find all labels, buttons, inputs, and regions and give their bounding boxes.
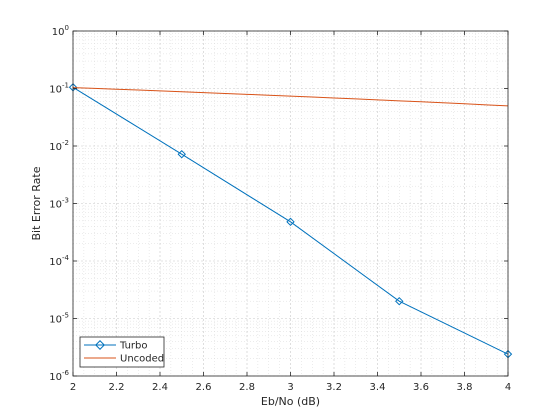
data-point-turbo bbox=[286, 217, 295, 227]
x-tick-label: 3.8 bbox=[457, 382, 473, 393]
x-tick-label: 2.2 bbox=[109, 382, 125, 393]
y-tick-label: 10-5 bbox=[49, 312, 69, 326]
x-tick-label: 2.4 bbox=[152, 382, 168, 393]
data-point-turbo bbox=[177, 149, 186, 159]
x-tick-label: 3.4 bbox=[370, 382, 386, 393]
y-tick-label: 10-1 bbox=[49, 82, 69, 96]
data-point-turbo bbox=[395, 296, 404, 306]
x-tick-label: 3 bbox=[287, 382, 293, 393]
x-tick-label: 2.6 bbox=[196, 382, 212, 393]
legend-label-uncoded: Uncoded bbox=[120, 354, 164, 365]
legend: Turbo Uncoded bbox=[79, 336, 165, 368]
x-tick-label: 3.6 bbox=[413, 382, 429, 393]
legend-box bbox=[79, 336, 165, 368]
y-tick-label: 10-3 bbox=[49, 197, 69, 211]
series-line-turbo bbox=[72, 86, 509, 355]
x-tick-labels: 2 2.2 2.4 2.6 2.8 3 3.2 3.4 3.6 3.8 4 bbox=[70, 382, 511, 393]
legend-label-turbo: Turbo bbox=[119, 341, 148, 352]
x-tick-label: 4 bbox=[505, 382, 511, 393]
x-axis-label: Eb/No (dB) bbox=[261, 395, 320, 408]
series-layer bbox=[68, 83, 513, 359]
y-tick-labels: 10-6 10-5 10-4 10-3 10-2 10-1 100 bbox=[49, 24, 69, 383]
y-tick-label: 10-6 bbox=[49, 369, 69, 383]
y-axis-label: Bit Error Rate bbox=[30, 166, 43, 240]
x-tick-label: 2 bbox=[70, 382, 76, 393]
x-tick-label: 2.8 bbox=[239, 382, 255, 393]
tick-marks bbox=[72, 30, 509, 377]
series-line-uncoded bbox=[72, 87, 509, 107]
y-tick-label: 10-2 bbox=[49, 139, 69, 153]
legend-marker-turbo bbox=[95, 340, 105, 350]
y-tick-label: 10-4 bbox=[49, 254, 69, 268]
y-tick-label: 100 bbox=[52, 24, 69, 38]
x-tick-label: 3.2 bbox=[326, 382, 342, 393]
